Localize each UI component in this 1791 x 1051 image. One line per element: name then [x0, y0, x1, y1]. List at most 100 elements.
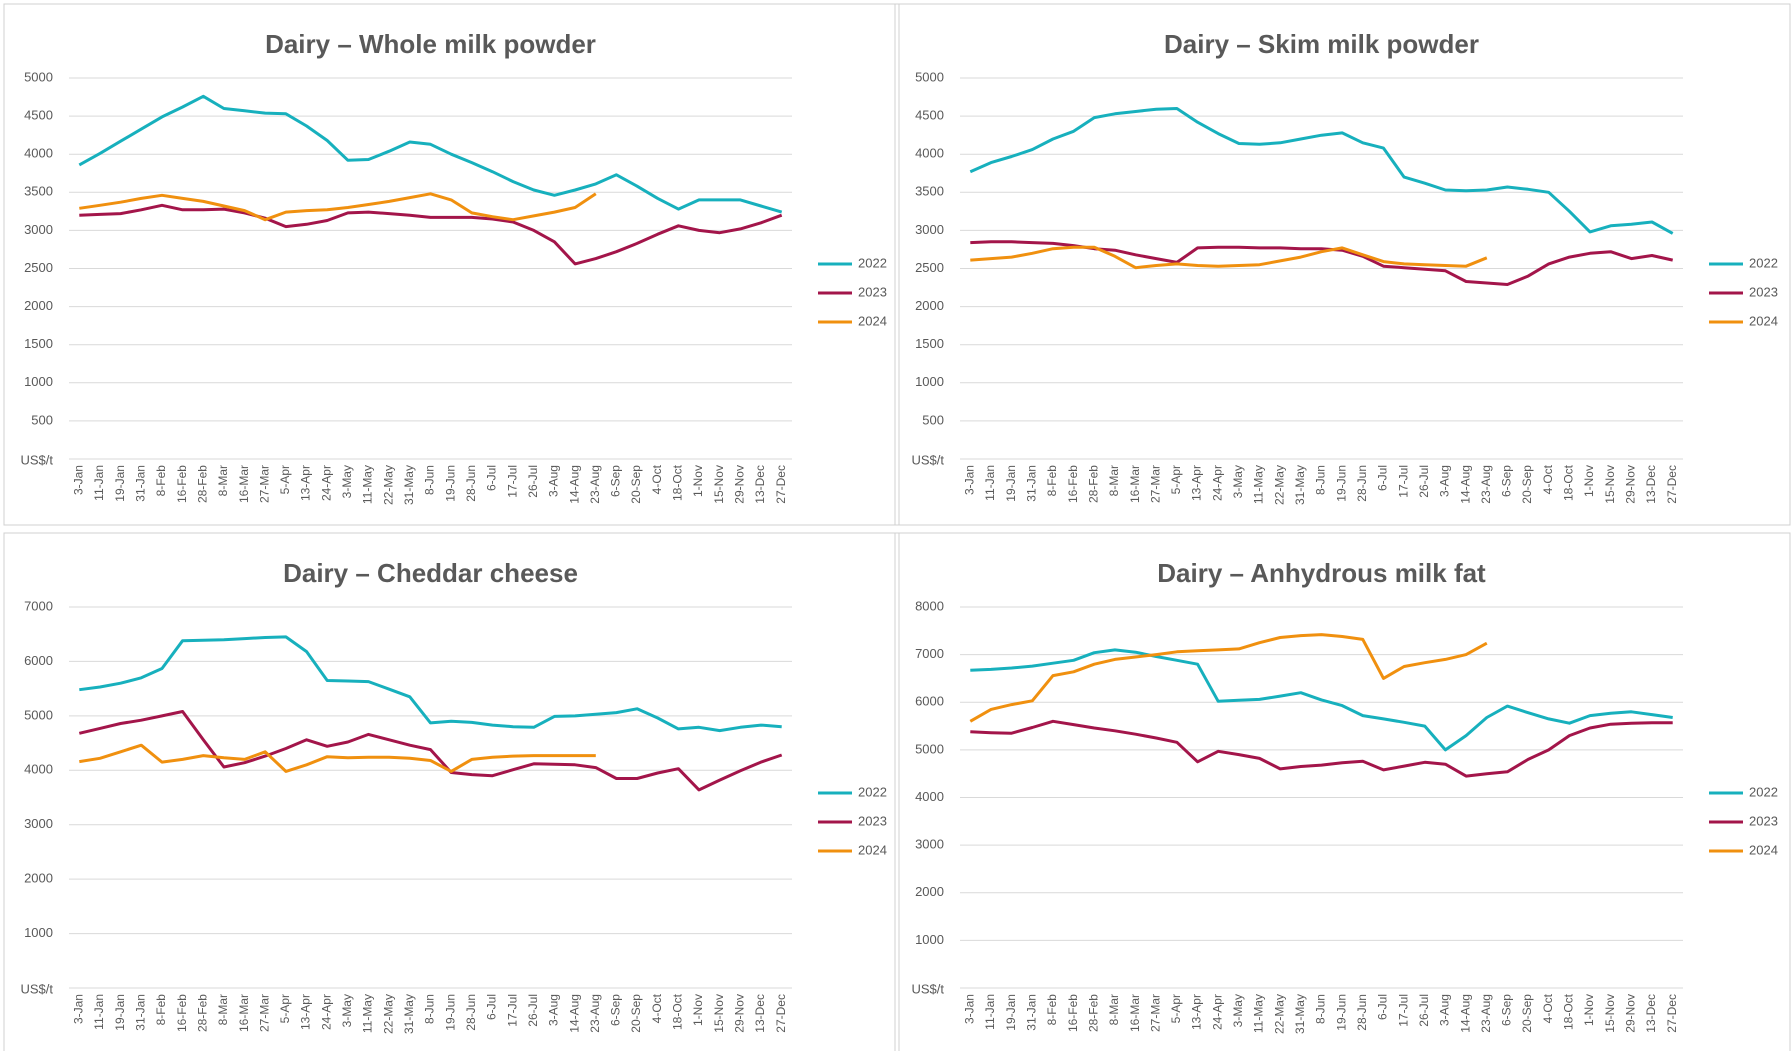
- y-axis-label: US$/t: [20, 452, 53, 467]
- x-tick-label: 5-Apr: [1169, 994, 1183, 1023]
- x-tick-label: 3-Aug: [1438, 994, 1452, 1026]
- y-tick-label: 2000: [915, 298, 944, 313]
- x-tick-label: 24-Apr: [319, 994, 333, 1030]
- x-tick-label: 5-Apr: [278, 465, 292, 494]
- x-tick-label: 3-May: [1231, 465, 1245, 498]
- x-tick-label: 31-May: [402, 994, 416, 1034]
- legend-label: 2022: [858, 255, 887, 270]
- chart-title: Dairy – Whole milk powder: [265, 29, 596, 59]
- x-tick-label: 13-Dec: [753, 994, 767, 1033]
- y-tick-label: 5000: [915, 69, 944, 84]
- y-tick-label: 3500: [24, 184, 53, 199]
- x-tick-label: 16-Mar: [237, 994, 251, 1032]
- x-tick-label: 28-Feb: [1086, 465, 1100, 503]
- legend-label: 2023: [1749, 284, 1778, 299]
- x-tick-label: 14-Aug: [1458, 465, 1472, 504]
- x-tick-label: 29-Nov: [1624, 465, 1638, 504]
- x-tick-label: 15-Nov: [1603, 465, 1617, 504]
- series-line: [79, 192, 597, 222]
- y-tick-label: 7000: [915, 646, 944, 661]
- x-tick-label: 28-Jun: [1355, 994, 1369, 1031]
- x-tick-label: 8-Jun: [423, 994, 437, 1024]
- x-tick-label: 3-Aug: [547, 465, 561, 497]
- x-tick-label: 15-Nov: [1603, 994, 1617, 1033]
- y-tick-label: 2500: [24, 260, 53, 275]
- x-tick-label: 3-May: [340, 465, 354, 498]
- y-tick-label: 3000: [915, 222, 944, 237]
- y-tick-label: 4000: [24, 146, 53, 161]
- x-tick-label: 18-Oct: [671, 464, 685, 501]
- x-tick-label: 16-Mar: [1128, 994, 1142, 1032]
- series-line: [970, 719, 1673, 778]
- x-tick-label: 28-Feb: [195, 465, 209, 503]
- y-tick-label: 6000: [915, 694, 944, 709]
- x-tick-label: 3-Jan: [72, 465, 86, 495]
- x-tick-label: 5-Apr: [1169, 465, 1183, 494]
- x-tick-label: 8-Feb: [154, 465, 168, 497]
- x-tick-label: 27-Mar: [257, 994, 271, 1032]
- x-tick-label: 14-Aug: [1458, 994, 1472, 1033]
- x-tick-label: 1-Nov: [1582, 465, 1596, 497]
- x-tick-label: 4-Oct: [1541, 993, 1555, 1023]
- y-tick-label: 4000: [915, 146, 944, 161]
- y-tick-label: 3000: [915, 837, 944, 852]
- panel-border: [894, 3, 1791, 526]
- legend-label: 2022: [858, 784, 887, 799]
- y-tick-label: 500: [31, 412, 53, 427]
- x-tick-label: 19-Jan: [113, 465, 127, 502]
- y-tick-label: 2000: [24, 871, 53, 886]
- x-tick-label: 31-Jan: [133, 465, 147, 502]
- x-tick-label: 14-Aug: [567, 465, 581, 504]
- x-tick-label: 16-Feb: [1066, 994, 1080, 1032]
- x-tick-label: 27-Dec: [774, 465, 788, 504]
- x-tick-label: 22-May: [1272, 994, 1286, 1034]
- x-tick-label: 6-Jul: [1376, 465, 1390, 491]
- x-tick-label: 18-Oct: [1562, 464, 1576, 501]
- x-tick-label: 20-Sep: [1520, 994, 1534, 1033]
- x-tick-label: 28-Feb: [195, 994, 209, 1032]
- x-tick-label: 28-Jun: [1355, 465, 1369, 502]
- series-line: [78, 94, 783, 214]
- panel-border: [894, 532, 1791, 1051]
- x-tick-label: 19-Jan: [113, 994, 127, 1031]
- panel-border: [3, 3, 900, 526]
- legend-label: 2024: [858, 313, 887, 328]
- x-tick-label: 16-Mar: [1128, 465, 1142, 503]
- x-tick-label: 23-Aug: [588, 994, 602, 1033]
- x-tick-label: 31-Jan: [1024, 465, 1038, 502]
- legend-label: 2023: [858, 813, 887, 828]
- x-tick-label: 4-Oct: [650, 464, 664, 494]
- x-tick-label: 13-Apr: [299, 994, 313, 1030]
- x-tick-label: 31-May: [1293, 994, 1307, 1034]
- x-tick-label: 23-Aug: [1479, 994, 1493, 1033]
- x-tick-label: 13-Dec: [1644, 465, 1658, 504]
- x-tick-label: 22-May: [1272, 465, 1286, 505]
- x-tick-label: 14-Aug: [567, 994, 581, 1033]
- y-tick-label: 4000: [24, 762, 53, 777]
- series-line: [969, 633, 1488, 723]
- x-tick-label: 8-Feb: [154, 994, 168, 1026]
- x-tick-label: 24-Apr: [1210, 994, 1224, 1030]
- x-tick-label: 8-Mar: [1107, 994, 1121, 1025]
- legend-label: 2023: [858, 284, 887, 299]
- x-tick-label: 28-Feb: [1086, 994, 1100, 1032]
- x-tick-label: 3-May: [340, 994, 354, 1027]
- x-tick-label: 13-Dec: [1644, 994, 1658, 1033]
- x-tick-label: 16-Feb: [175, 465, 189, 503]
- x-tick-label: 26-Jul: [1417, 465, 1431, 498]
- x-tick-label: 27-Dec: [1665, 994, 1679, 1033]
- series-line: [970, 245, 1488, 270]
- x-tick-label: 3-May: [1231, 994, 1245, 1027]
- x-tick-label: 17-Jul: [505, 465, 519, 498]
- x-tick-label: 3-Jan: [963, 994, 977, 1024]
- x-tick-label: 1-Nov: [1582, 994, 1596, 1026]
- x-tick-label: 6-Sep: [1500, 994, 1514, 1026]
- y-tick-label: 2000: [24, 298, 53, 313]
- panel-border: [3, 532, 900, 1051]
- x-tick-label: 27-Dec: [1665, 465, 1679, 504]
- x-tick-label: 4-Oct: [650, 993, 664, 1023]
- y-tick-label: 8000: [915, 598, 944, 613]
- y-axis-label: US$/t: [911, 452, 944, 467]
- x-tick-label: 29-Nov: [733, 994, 747, 1033]
